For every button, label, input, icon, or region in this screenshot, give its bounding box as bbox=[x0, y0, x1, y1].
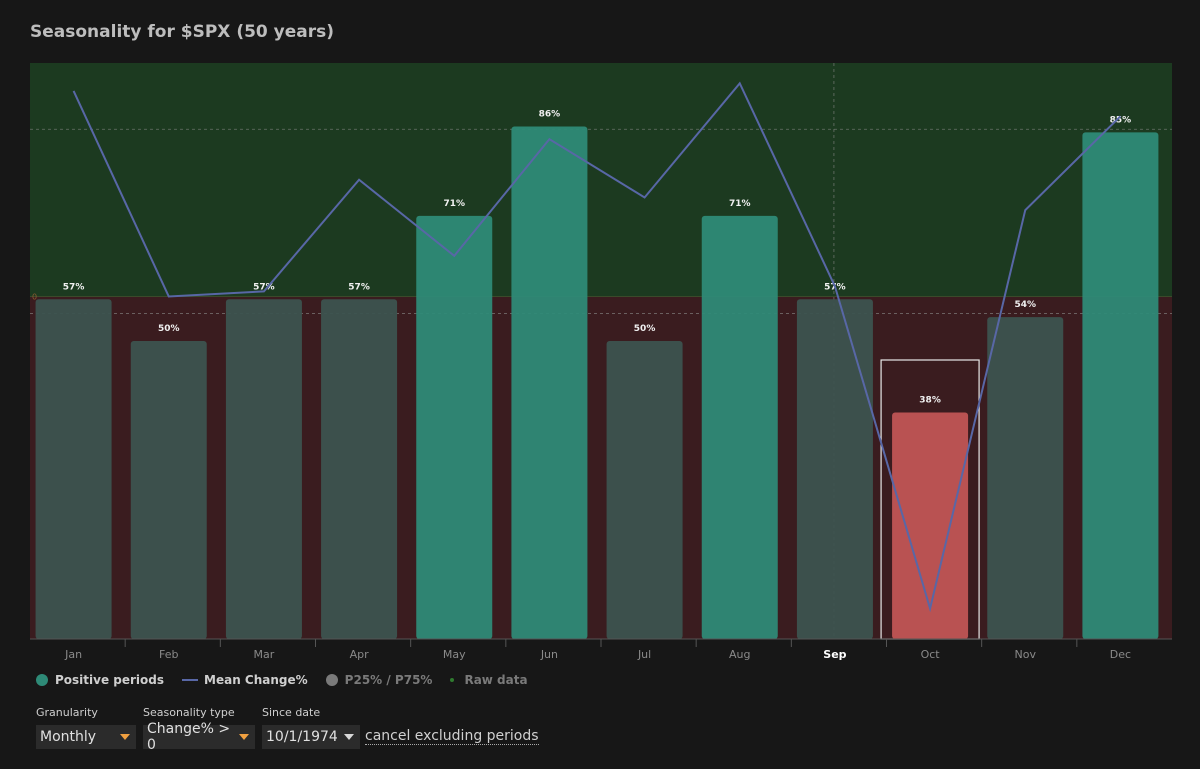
x-tick-label-dec: Dec bbox=[1110, 648, 1131, 661]
granularity-value: Monthly bbox=[40, 729, 97, 745]
since-date-value: 10/1/1974 bbox=[266, 729, 338, 745]
data-label-may: 71% bbox=[443, 199, 465, 209]
bar-may bbox=[416, 215, 493, 639]
bar-jan bbox=[35, 299, 112, 639]
x-tick-label-aug: Aug bbox=[729, 648, 750, 661]
x-tick-label-sep: Sep bbox=[823, 648, 846, 661]
bar-aug bbox=[701, 215, 778, 639]
bar-mar bbox=[225, 299, 302, 639]
bar-nov bbox=[987, 317, 1064, 639]
bar-feb bbox=[130, 341, 207, 639]
data-label-nov: 54% bbox=[1014, 300, 1036, 310]
seasonality-type-control: Seasonality type Change% > 0 bbox=[143, 706, 255, 753]
chart-title: Seasonality for $SPX (50 years) bbox=[30, 22, 335, 42]
data-label-oct: 38% bbox=[919, 396, 941, 406]
bar-jun bbox=[511, 126, 588, 639]
legend-quartiles[interactable]: P25% / P75% bbox=[325, 673, 433, 687]
since-date-label: Since date bbox=[262, 706, 321, 719]
negative-band bbox=[30, 296, 1172, 639]
legend-mean-label: Mean Change% bbox=[204, 673, 308, 687]
x-tick-label-feb: Feb bbox=[159, 648, 178, 661]
cancel-excluding-link[interactable]: cancel excluding periods bbox=[365, 728, 539, 745]
bar-jul bbox=[606, 341, 683, 639]
chevron-down-icon bbox=[344, 734, 354, 740]
x-tick-label-jun: Jun bbox=[540, 648, 558, 661]
seasonality-type-label: Seasonality type bbox=[143, 706, 235, 719]
bar-apr bbox=[321, 299, 398, 639]
chevron-down-icon bbox=[120, 734, 130, 740]
data-label-jul: 50% bbox=[634, 324, 656, 334]
granularity-control: Granularity Monthly bbox=[36, 706, 136, 749]
positive-dot-icon bbox=[36, 674, 48, 686]
granularity-select[interactable]: Monthly bbox=[36, 725, 136, 749]
data-label-aug: 71% bbox=[729, 199, 751, 209]
legend: Positive periods Mean Change% P25% / P75… bbox=[36, 673, 546, 687]
legend-raw-label: Raw data bbox=[464, 673, 528, 687]
legend-mean[interactable]: Mean Change% bbox=[182, 673, 308, 687]
legend-quartiles-label: P25% / P75% bbox=[344, 673, 433, 687]
legend-raw[interactable]: Raw data bbox=[450, 673, 528, 687]
since-date-control: Since date 10/1/1974 bbox=[262, 706, 360, 749]
legend-positive[interactable]: Positive periods bbox=[36, 673, 164, 687]
seasonality-type-select[interactable]: Change% > 0 bbox=[143, 721, 255, 753]
data-label-jan: 57% bbox=[63, 282, 85, 292]
x-tick-label-jan: Jan bbox=[64, 648, 82, 661]
controls: Granularity Monthly Seasonality type Cha… bbox=[36, 706, 539, 753]
seasonality-chart[interactable]: 057%50%57% 57%71%86%50%71%57%38%54%85%Jan… bbox=[0, 0, 1200, 670]
bar-sep bbox=[796, 299, 873, 639]
zero-label: 0 bbox=[32, 292, 37, 301]
chevron-down-icon bbox=[239, 734, 249, 740]
mean-change-line bbox=[72, 81, 1122, 613]
x-tick-label-nov: Nov bbox=[1015, 648, 1037, 661]
data-label-mar: 57% bbox=[253, 282, 275, 292]
x-tick-label-may: May bbox=[443, 648, 466, 661]
data-label-feb: 50% bbox=[158, 324, 180, 334]
granularity-label: Granularity bbox=[36, 706, 98, 719]
x-tick-label-jul: Jul bbox=[637, 648, 651, 661]
x-tick-label-mar: Mar bbox=[254, 648, 275, 661]
bar-oct bbox=[892, 412, 969, 639]
quartile-dot-icon bbox=[325, 674, 338, 686]
raw-data-dot-icon bbox=[450, 678, 455, 682]
mean-line-icon bbox=[182, 679, 199, 681]
positive-band bbox=[30, 63, 1172, 297]
bar-dec bbox=[1082, 132, 1159, 639]
data-label-jun: 86% bbox=[539, 109, 561, 119]
since-date-select[interactable]: 10/1/1974 bbox=[262, 725, 360, 749]
seasonality-type-value: Change% > 0 bbox=[147, 721, 231, 753]
data-label-dec: 85% bbox=[1110, 115, 1132, 125]
x-tick-label-oct: Oct bbox=[921, 648, 941, 661]
x-tick-label-apr: Apr bbox=[350, 648, 370, 661]
data-label-apr: 57% bbox=[348, 282, 370, 292]
legend-positive-label: Positive periods bbox=[55, 673, 165, 687]
